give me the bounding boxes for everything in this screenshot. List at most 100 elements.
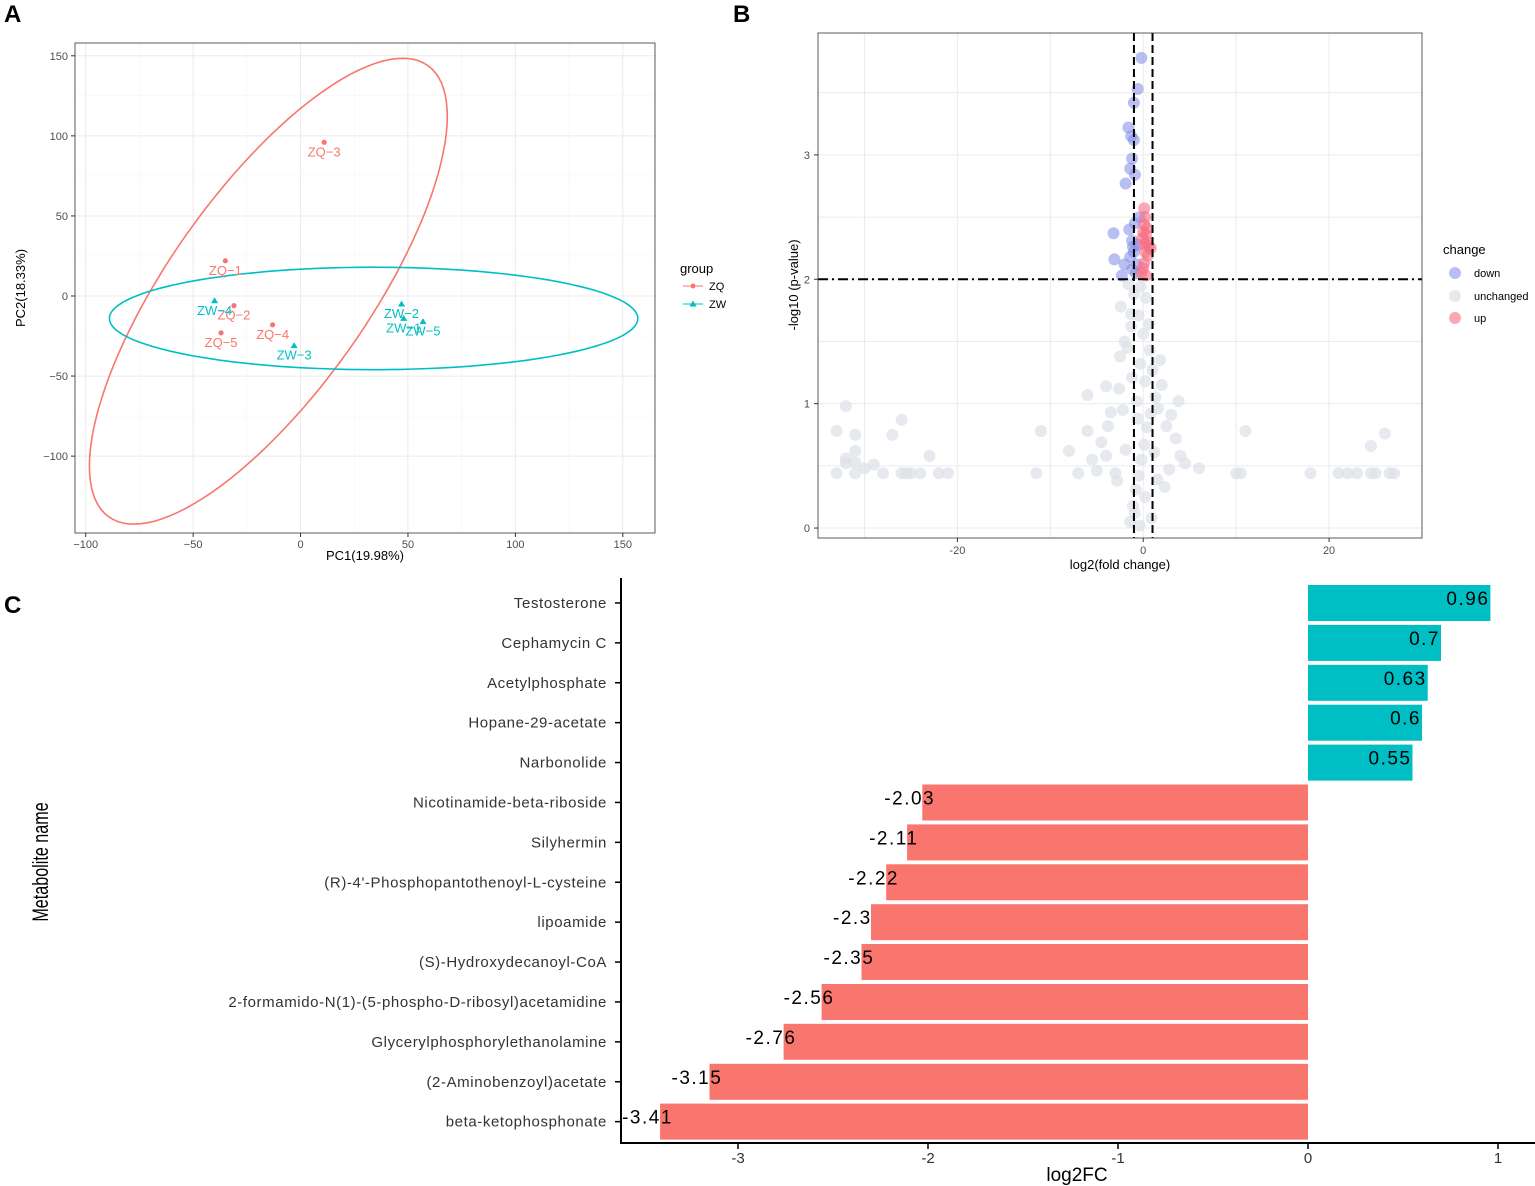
pca-point-label: ZW−4 <box>197 303 232 318</box>
bar-x-tick-label: -3 <box>731 1150 744 1167</box>
legend-up-label: up <box>1474 313 1486 325</box>
volcano-point-unchanged <box>830 425 843 437</box>
bar <box>1308 704 1422 741</box>
volcano-point-unchanged <box>1133 519 1146 532</box>
panel-label-b: B <box>733 1 750 28</box>
bar-value-label: -2.11 <box>869 828 918 849</box>
volcano-point-unchanged <box>1129 483 1142 496</box>
pca-panel-border <box>74 42 656 534</box>
volcano-x-tick-label: 20 <box>1323 545 1335 557</box>
bar-category-label: beta-ketophosphonate <box>446 1114 607 1131</box>
bar-value-label: 0.6 <box>1390 709 1421 730</box>
bar <box>709 1063 1308 1100</box>
bar-category-label: Glycerylphosphorylethanolamine <box>371 1034 607 1051</box>
volcano-point-unchanged <box>1122 278 1135 291</box>
pca-x-tick-label: 100 <box>506 539 524 551</box>
bar <box>783 1023 1308 1060</box>
pca-point-label: ZQ−4 <box>256 327 289 342</box>
volcano-point-unchanged <box>1081 425 1094 437</box>
volcano-point-up <box>1138 202 1151 215</box>
pca-point-label: ZW−1 <box>386 320 421 335</box>
bar <box>1308 585 1491 621</box>
volcano-point-unchanged <box>904 467 917 480</box>
volcano-point-unchanged <box>1148 446 1161 459</box>
volcano-point-down <box>1135 51 1148 64</box>
pca-plot: ZQ−3 ZQ−1 ZQ−2 ZQ−4 ZQ−5 ZW−4 ZW−2ZW−1ZW−5 ZW−3… <box>13 42 727 563</box>
volcano-point-unchanged <box>1100 380 1113 393</box>
volcano-point-unchanged <box>1090 464 1103 477</box>
pca-y-tick-label: −100 <box>43 451 68 463</box>
bar-value-label: 0.63 <box>1384 669 1427 690</box>
volcano-point-unchanged <box>1154 354 1166 367</box>
pca-point-label: ZQ−5 <box>205 335 238 350</box>
volcano-point-unchanged <box>1134 357 1147 370</box>
volcano-point-unchanged <box>1144 407 1157 420</box>
legend-unchanged-marker <box>1449 290 1461 302</box>
volcano-point-unchanged <box>1137 328 1150 340</box>
volcano-point-unchanged <box>1172 395 1185 408</box>
volcano-point-unchanged <box>1072 467 1085 480</box>
volcano-point-unchanged <box>1121 341 1134 354</box>
bar <box>922 784 1308 821</box>
bar-x-tick-label: 0 <box>1304 1150 1312 1167</box>
pca-point-zq <box>321 139 327 145</box>
legend-zw-label: ZW <box>709 299 727 311</box>
bar-value-labels: 0.96 0.7 0.63 0.6 0.55 -2.03 -2.11 -2.22 -2.3 -2.… <box>622 589 1489 1129</box>
bar <box>821 984 1308 1020</box>
pca-y-tick-label: 100 <box>50 131 68 143</box>
volcano-point-unchanged <box>1369 467 1382 480</box>
volcano-point-unchanged <box>1140 291 1152 304</box>
bar-value-label: -3.15 <box>672 1068 723 1089</box>
bar-category-label: Testosterone <box>514 595 607 612</box>
volcano-point-unchanged <box>1151 473 1164 486</box>
pca-y-axis-title: PC2(18.33%) <box>13 249 28 327</box>
bar-category-label: (2-Aminobenzoyl)acetate <box>426 1074 607 1091</box>
volcano-point-unchanged <box>1035 425 1047 437</box>
volcano-legend: change down unchanged up <box>1443 242 1528 325</box>
panel-label-c: C <box>4 592 21 619</box>
volcano-point-unchanged <box>1125 320 1138 333</box>
pca-x-tick-label: 0 <box>297 539 303 551</box>
volcano-point-unchanged <box>839 400 852 413</box>
volcano-y-tick-label: 0 <box>804 523 810 535</box>
volcano-point-unchanged <box>895 413 908 426</box>
volcano-point-unchanged <box>1100 449 1113 462</box>
volcano-point-unchanged <box>1149 391 1162 404</box>
bar-value-label: -2.76 <box>746 1028 797 1049</box>
pca-points: ZQ−3 ZQ−1 ZQ−2 ZQ−4 ZQ−5 ZW−4 ZW−2ZW−1ZW−5 ZW−3 <box>197 139 441 363</box>
bar <box>660 1103 1308 1140</box>
bar-x-tick-label: 1 <box>1494 1150 1502 1167</box>
bar-category-label: Hopane-29-acetate <box>468 715 607 732</box>
pca-point-zw <box>400 314 408 321</box>
bar-x-ticks: -3 -2 -1 0 1 <box>731 1143 1502 1167</box>
volcano-point-unchanged <box>1086 453 1099 466</box>
bar-x-axis-title: log2FC <box>1046 1165 1107 1186</box>
bar-value-label: -2.03 <box>884 789 935 810</box>
volcano-point-unchanged <box>1160 420 1173 433</box>
legend-zw-marker <box>689 300 697 307</box>
volcano-point-unchanged <box>1179 457 1191 470</box>
volcano-point-unchanged <box>1130 395 1143 408</box>
bar-category-label: Silyhermin <box>531 834 607 851</box>
volcano-point-unchanged <box>1030 467 1043 480</box>
pca-x-tick-label: −50 <box>184 539 203 551</box>
volcano-point-unchanged <box>830 467 843 480</box>
volcano-point-unchanged <box>1135 453 1148 466</box>
bar-category-label: Nicotinamide-beta-riboside <box>413 794 607 811</box>
bar-category-label: lipoamide <box>537 914 607 931</box>
pca-point-label: ZW−5 <box>405 324 440 339</box>
bar-value-label: 0.96 <box>1446 589 1489 610</box>
volcano-point-unchanged <box>1113 382 1126 395</box>
bar-category-label: Acetylphosphate <box>487 675 607 692</box>
volcano-point-down <box>1127 240 1139 253</box>
bar-value-label: 0.55 <box>1369 749 1412 770</box>
bar-value-label: -2.3 <box>833 908 872 929</box>
volcano-point-unchanged <box>1126 371 1139 384</box>
bar-value-label: 0.7 <box>1409 629 1440 650</box>
pca-y-tick-label: −50 <box>49 371 68 383</box>
pca-legend: group ZQ ZW <box>680 261 727 311</box>
volcano-point-down <box>1126 152 1139 165</box>
bar-value-label: -2.56 <box>784 988 835 1009</box>
volcano-point-unchanged <box>1095 436 1108 449</box>
